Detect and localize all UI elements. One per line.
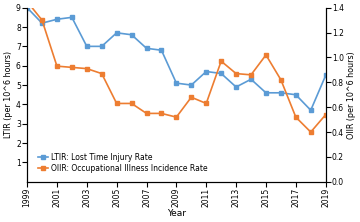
Line: OIIR: Occupational Illness Incidence Rate: OIIR: Occupational Illness Incidence Rat… [25,0,327,134]
LTIR: Lost Time Injury Rate: (2.02e+03, 4.6): Lost Time Injury Rate: (2.02e+03, 4.6) [264,91,268,94]
OIIR: Occupational Illness Incidence Rate: (2e+03, 1.45): Occupational Illness Incidence Rate: (2e… [25,0,29,3]
OIIR: Occupational Illness Incidence Rate: (2.02e+03, 0.52): Occupational Illness Incidence Rate: (2.… [294,116,298,119]
OIIR: Occupational Illness Incidence Rate: (2.01e+03, 0.87): Occupational Illness Incidence Rate: (2.… [234,72,238,75]
LTIR: Lost Time Injury Rate: (2e+03, 8.2): Lost Time Injury Rate: (2e+03, 8.2) [40,22,44,24]
LTIR: Lost Time Injury Rate: (2.01e+03, 7.6): Lost Time Injury Rate: (2.01e+03, 7.6) [130,34,134,36]
OIIR: Occupational Illness Incidence Rate: (2.01e+03, 0.52): Occupational Illness Incidence Rate: (2.… [174,116,179,119]
LTIR: Lost Time Injury Rate: (2e+03, 8.4): Lost Time Injury Rate: (2e+03, 8.4) [55,18,59,21]
OIIR: Occupational Illness Incidence Rate: (2e+03, 0.63): Occupational Illness Incidence Rate: (2e… [114,102,119,105]
LTIR: Lost Time Injury Rate: (2.01e+03, 6.8): Lost Time Injury Rate: (2.01e+03, 6.8) [159,49,163,52]
LTIR: Lost Time Injury Rate: (2.01e+03, 5.7): Lost Time Injury Rate: (2.01e+03, 5.7) [204,70,208,73]
OIIR: Occupational Illness Incidence Rate: (2.02e+03, 0.4): Occupational Illness Incidence Rate: (2.… [309,131,313,133]
LTIR: Lost Time Injury Rate: (2e+03, 7): Lost Time Injury Rate: (2e+03, 7) [100,45,104,48]
OIIR: Occupational Illness Incidence Rate: (2e+03, 1.3): Occupational Illness Incidence Rate: (2e… [40,19,44,22]
OIIR: Occupational Illness Incidence Rate: (2e+03, 0.92): Occupational Illness Incidence Rate: (2e… [70,66,74,69]
LTIR: Lost Time Injury Rate: (2.01e+03, 5.6): Lost Time Injury Rate: (2.01e+03, 5.6) [219,72,223,75]
OIIR: Occupational Illness Incidence Rate: (2.01e+03, 0.55): Occupational Illness Incidence Rate: (2.… [159,112,163,115]
LTIR: Lost Time Injury Rate: (2.02e+03, 5.5): Lost Time Injury Rate: (2.02e+03, 5.5) [324,74,328,77]
OIIR: Occupational Illness Incidence Rate: (2.01e+03, 0.63): Occupational Illness Incidence Rate: (2.… [204,102,208,105]
OIIR: Occupational Illness Incidence Rate: (2e+03, 0.93): Occupational Illness Incidence Rate: (2e… [55,65,59,67]
LTIR: Lost Time Injury Rate: (2.01e+03, 5): Lost Time Injury Rate: (2.01e+03, 5) [189,84,193,86]
LTIR: Lost Time Injury Rate: (2e+03, 8.5): Lost Time Injury Rate: (2e+03, 8.5) [70,16,74,19]
OIIR: Occupational Illness Incidence Rate: (2.02e+03, 0.82): Occupational Illness Incidence Rate: (2.… [279,79,283,81]
LTIR: Lost Time Injury Rate: (2.02e+03, 3.7): Lost Time Injury Rate: (2.02e+03, 3.7) [309,109,313,112]
Legend: LTIR: Lost Time Injury Rate, OIIR: Occupational Illness Incidence Rate: LTIR: Lost Time Injury Rate, OIIR: Occup… [37,152,209,174]
OIIR: Occupational Illness Incidence Rate: (2.01e+03, 0.63): Occupational Illness Incidence Rate: (2.… [130,102,134,105]
OIIR: Occupational Illness Incidence Rate: (2e+03, 0.91): Occupational Illness Incidence Rate: (2e… [85,67,89,70]
LTIR: Lost Time Injury Rate: (2.01e+03, 5.1): Lost Time Injury Rate: (2.01e+03, 5.1) [174,82,179,84]
OIIR: Occupational Illness Incidence Rate: (2.02e+03, 0.54): Occupational Illness Incidence Rate: (2.… [324,113,328,116]
LTIR: Lost Time Injury Rate: (2.02e+03, 4.5): Lost Time Injury Rate: (2.02e+03, 4.5) [294,93,298,96]
OIIR: Occupational Illness Incidence Rate: (2e+03, 0.87): Occupational Illness Incidence Rate: (2e… [100,72,104,75]
Y-axis label: LTIR (per 10^6 hours): LTIR (per 10^6 hours) [4,51,13,138]
Y-axis label: OIIR (per 10^6 hours): OIIR (per 10^6 hours) [347,51,356,139]
Line: LTIR: Lost Time Injury Rate: LTIR: Lost Time Injury Rate [25,6,327,112]
LTIR: Lost Time Injury Rate: (2.01e+03, 5.3): Lost Time Injury Rate: (2.01e+03, 5.3) [249,78,253,81]
LTIR: Lost Time Injury Rate: (2e+03, 9): Lost Time Injury Rate: (2e+03, 9) [25,6,29,9]
OIIR: Occupational Illness Incidence Rate: (2.01e+03, 0.55): Occupational Illness Incidence Rate: (2.… [144,112,149,115]
LTIR: Lost Time Injury Rate: (2e+03, 7): Lost Time Injury Rate: (2e+03, 7) [85,45,89,48]
OIIR: Occupational Illness Incidence Rate: (2.02e+03, 1.02): Occupational Illness Incidence Rate: (2.… [264,54,268,56]
LTIR: Lost Time Injury Rate: (2.01e+03, 4.9): Lost Time Injury Rate: (2.01e+03, 4.9) [234,86,238,88]
OIIR: Occupational Illness Incidence Rate: (2.01e+03, 0.86): Occupational Illness Incidence Rate: (2.… [249,73,253,76]
LTIR: Lost Time Injury Rate: (2.02e+03, 4.6): Lost Time Injury Rate: (2.02e+03, 4.6) [279,91,283,94]
OIIR: Occupational Illness Incidence Rate: (2.01e+03, 0.68): Occupational Illness Incidence Rate: (2.… [189,96,193,99]
X-axis label: Year: Year [167,209,186,218]
LTIR: Lost Time Injury Rate: (2e+03, 7.7): Lost Time Injury Rate: (2e+03, 7.7) [114,32,119,34]
OIIR: Occupational Illness Incidence Rate: (2.01e+03, 0.97): Occupational Illness Incidence Rate: (2.… [219,60,223,62]
LTIR: Lost Time Injury Rate: (2.01e+03, 6.9): Lost Time Injury Rate: (2.01e+03, 6.9) [144,47,149,50]
